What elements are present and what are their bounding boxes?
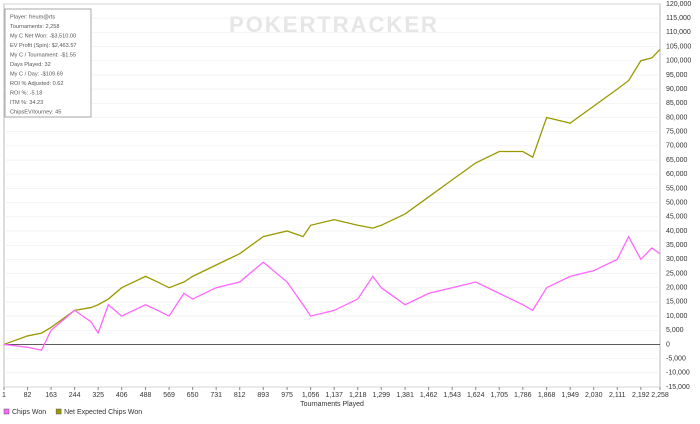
series-line (3, 48, 661, 346)
y-tick-label: 85,000 (666, 100, 688, 107)
y-tick-label: -10,000 (666, 370, 690, 377)
y-tick-label: 0 (666, 341, 670, 348)
stats-line: My C / Day: -$109.69 (10, 71, 63, 77)
x-tick-label: 893 (257, 392, 269, 399)
legend-swatch (3, 408, 10, 415)
x-tick-label: 1,868 (538, 392, 556, 399)
x-tick-label: 1,381 (396, 392, 414, 399)
x-tick-label: 325 (92, 392, 104, 399)
y-tick-label: 115,000 (666, 15, 691, 22)
x-tick-label: 2,111 (609, 392, 626, 399)
y-tick-label: 15,000 (666, 299, 688, 306)
stats-box-bg (4, 8, 92, 118)
x-tick-label: 1,949 (561, 392, 579, 399)
legend-label: Net Expected Chips Won (64, 409, 142, 416)
stats-line: ROI % Adjusted: 0.62 (10, 81, 63, 87)
x-tick-label: 975 (281, 392, 293, 399)
stats-line: Tournaments: 2,258 (10, 24, 59, 30)
x-axis-title: Tournaments Played (300, 401, 364, 408)
stats-line: ITM %: 34.23 (10, 100, 43, 106)
y-tick-label: 75,000 (666, 129, 688, 136)
x-tick-label: 1,137 (325, 392, 343, 399)
y-tick-label: 20,000 (666, 285, 688, 292)
y-tick-label: 65,000 (666, 157, 688, 164)
y-tick-label: 120,000 (666, 1, 691, 8)
legend-swatch (55, 408, 62, 415)
y-tick-label: 35,000 (666, 242, 688, 249)
x-tick-label: 569 (163, 392, 175, 399)
stats-line: ChipsEV/tourney: 45 (10, 109, 61, 115)
y-tick-label: -5,000 (666, 355, 686, 362)
x-tick-label: 1,705 (491, 392, 509, 399)
y-tick-label: 110,000 (666, 29, 691, 36)
stats-line: Player: freum@rts (10, 14, 55, 20)
x-tick-label: 244 (69, 392, 81, 399)
y-tick-label: 100,000 (666, 58, 691, 65)
x-tick-label: 1,218 (349, 392, 367, 399)
y-tick-label: 90,000 (666, 86, 688, 93)
x-tick-label: 650 (187, 392, 199, 399)
stats-line: My C Net Won: -$3,510.00 (10, 33, 76, 39)
y-tick-label: 45,000 (666, 214, 688, 221)
stats-line: Days Played: 32 (10, 62, 51, 68)
x-tick-label: 1,462 (420, 392, 438, 399)
stats-box: Player: freum@rts Tournaments: 2,258 My C … (4, 8, 92, 118)
x-tick-label: 1,786 (514, 392, 532, 399)
y-tick-label: 55,000 (666, 185, 688, 192)
y-tick-label: 30,000 (666, 256, 688, 263)
x-tick-label: 1,543 (443, 392, 461, 399)
x-tick-label: 82 (24, 392, 32, 399)
legend-label: Chips Won (12, 409, 46, 416)
y-tick-label: 105,000 (666, 43, 691, 50)
x-tick-label: 2,030 (585, 392, 603, 399)
x-tick-label: 488 (140, 392, 152, 399)
y-tick-label: 60,000 (666, 171, 688, 178)
y-tick-label: 70,000 (666, 143, 688, 150)
x-tick-label: 1 (2, 392, 6, 399)
y-tick-label: 25,000 (666, 270, 688, 277)
x-tick-label: 812 (234, 392, 246, 399)
y-tick-label: 5,000 (666, 327, 684, 334)
x-tick-label: 1,056 (302, 392, 320, 399)
y-tick-label: -15,000 (666, 384, 690, 391)
stats-line: EV Profit (Spin): $2,463.57 (10, 43, 77, 49)
x-tick-label: 2,192 (632, 392, 650, 399)
x-tick-label: 2,258 (651, 392, 669, 399)
y-tick-label: 80,000 (666, 114, 688, 121)
x-tick-label: 731 (210, 392, 222, 399)
x-tick-label: 406 (116, 392, 128, 399)
x-tick-label: 1,299 (372, 392, 390, 399)
x-tick-label: 1,624 (467, 392, 485, 399)
stats-line: My C / Tournament: -$1.55 (10, 52, 76, 58)
stats-line: ROI %: -5.18 (10, 90, 42, 96)
y-tick-label: 50,000 (666, 199, 688, 206)
y-tick-label: 95,000 (666, 72, 688, 79)
y-tick-label: 40,000 (666, 228, 688, 235)
plot-area (3, 3, 661, 388)
series-line (3, 235, 661, 351)
y-tick-label: 10,000 (666, 313, 688, 320)
x-tick-label: 163 (45, 392, 57, 399)
watermark: POKERTRACKER (229, 12, 439, 37)
